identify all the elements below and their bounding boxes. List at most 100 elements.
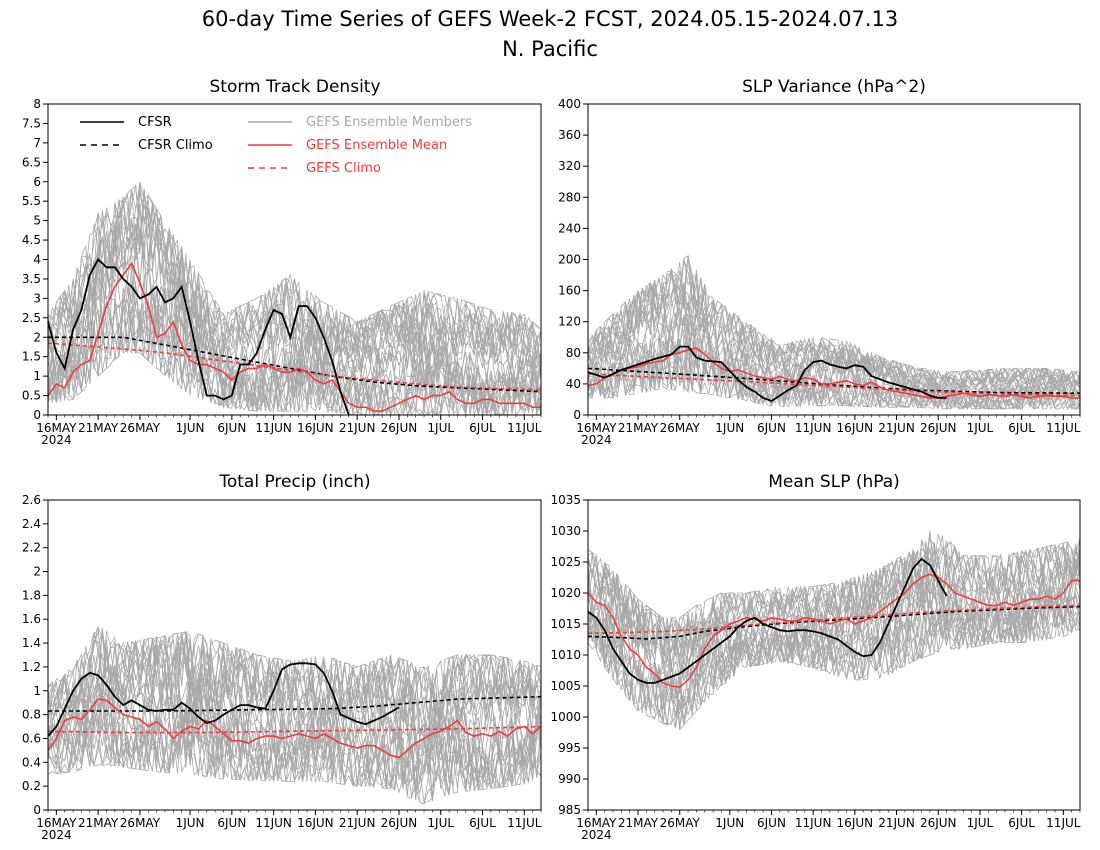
x-tick-label: 21JUN bbox=[878, 421, 915, 435]
x-tick-label: 21MAY bbox=[78, 421, 119, 435]
series-mean bbox=[47, 261, 541, 412]
x-tick-label: 16MAY bbox=[36, 421, 77, 435]
ensemble-member-line bbox=[587, 541, 1081, 685]
x-tick-label: 16MAY bbox=[36, 816, 77, 830]
x-tick-label: 26JUN bbox=[920, 816, 957, 830]
y-tick-label: 1.5 bbox=[22, 350, 41, 364]
x-tick-label: 11JUL bbox=[1046, 816, 1081, 830]
ensemble-members bbox=[587, 530, 1081, 731]
y-tick-label: 1.4 bbox=[22, 636, 41, 650]
x-tick-label: 6JUL bbox=[469, 816, 496, 830]
ensemble-member-line bbox=[587, 279, 1081, 410]
panel-slp-variance: SLP Variance (hPa^2) 0 40 80 120 160 200 240 28… bbox=[558, 77, 1081, 447]
panel-storm-track-density: Storm Track Density 0 0.5 1 1.5 2 2.5 3 3.5 4 4.5… bbox=[22, 77, 542, 447]
y-tick-label: 1010 bbox=[550, 648, 581, 662]
ensemble-member-line bbox=[587, 537, 1081, 678]
year-label: 2024 bbox=[41, 433, 72, 447]
x-tick-label: 6JUN bbox=[757, 816, 786, 830]
ensemble-member-line bbox=[587, 255, 1081, 410]
ensemble-member-line bbox=[587, 281, 1081, 411]
ensemble-members bbox=[47, 625, 542, 805]
ensemble-member-line bbox=[47, 271, 542, 416]
ensemble-member-line bbox=[587, 535, 1081, 701]
x-tick-label: 26JUN bbox=[381, 421, 418, 435]
ensemble-member-line bbox=[587, 545, 1081, 715]
y-tick-label: 1025 bbox=[550, 555, 581, 569]
x-tick-label: 26MAY bbox=[660, 816, 701, 830]
x-tick-label: 1JUN bbox=[176, 816, 205, 830]
ensemble-member-line bbox=[47, 631, 542, 784]
legend-label-cfsr-climo: CFSR Climo bbox=[138, 138, 213, 153]
y-tick-label: 400 bbox=[558, 97, 581, 111]
series-climo-gefs bbox=[587, 373, 1081, 397]
figure-title: 60-day Time Series of GEFS Week-2 FCST, … bbox=[202, 7, 899, 31]
ensemble-member-line bbox=[47, 276, 542, 415]
y-tick-label: 240 bbox=[558, 221, 581, 235]
ensemble-member-line bbox=[587, 277, 1081, 410]
legend-label-gefs-climo: GEFS Climo bbox=[306, 161, 381, 176]
series-cfsr bbox=[47, 662, 400, 737]
y-tick-label: 0.4 bbox=[22, 755, 41, 769]
year-label: 2024 bbox=[581, 828, 612, 842]
x-tick-label: 11JUL bbox=[507, 421, 542, 435]
ensemble-member-line bbox=[587, 550, 1081, 725]
y-tick-label: 0 bbox=[33, 408, 41, 422]
ensemble-member-line bbox=[47, 184, 542, 416]
x-tick-label: 6JUL bbox=[1008, 421, 1035, 435]
x-tick-label: 11JUN bbox=[795, 421, 832, 435]
panel-title: Storm Track Density bbox=[209, 77, 380, 97]
ensemble-member-line bbox=[47, 631, 542, 786]
y-tick-label: 200 bbox=[558, 253, 581, 267]
x-tick-label: 26JUN bbox=[381, 816, 418, 830]
y-tick-label: 3 bbox=[33, 291, 41, 305]
ensemble-member-line bbox=[47, 632, 542, 789]
y-tick-label: 0.6 bbox=[22, 731, 41, 745]
ensemble-members bbox=[47, 181, 542, 417]
ensemble-member-line bbox=[587, 258, 1081, 410]
series-cfsr bbox=[587, 557, 948, 684]
y-tick-label: 1000 bbox=[550, 710, 581, 724]
x-tick-label: 1JUN bbox=[715, 816, 744, 830]
x-tick-label: 1JUL bbox=[427, 816, 454, 830]
panel-title: Mean SLP (hPa) bbox=[768, 472, 900, 492]
legend-label-members: GEFS Ensemble Members bbox=[306, 115, 472, 130]
y-tick-label: 320 bbox=[558, 159, 581, 173]
y-tick-label: 6 bbox=[33, 175, 41, 189]
y-tick-label: 120 bbox=[558, 315, 581, 329]
y-tick-label: 995 bbox=[558, 741, 581, 755]
y-tick-label: 2 bbox=[33, 565, 41, 579]
legend: CFSR CFSR Climo GEFS Ensemble Members GE… bbox=[80, 115, 472, 176]
y-tick-label: 2.4 bbox=[22, 517, 41, 531]
x-tick-label: 6JUL bbox=[469, 421, 496, 435]
y-tick-label: 160 bbox=[558, 284, 581, 298]
series-mean bbox=[587, 573, 1080, 689]
panel-title: SLP Variance (hPa^2) bbox=[742, 77, 926, 97]
y-tick-label: 7 bbox=[33, 136, 41, 150]
x-tick-label: 21JUN bbox=[339, 816, 376, 830]
y-tick-label: 5 bbox=[33, 214, 41, 228]
x-tick-label: 16MAY bbox=[576, 421, 617, 435]
y-tick-label: 1020 bbox=[550, 586, 581, 600]
panel-total-precip: Total Precip (inch) 0 0.2 0.4 0.6 0.8 1 1.2 1.4… bbox=[22, 472, 542, 842]
y-tick-label: 1035 bbox=[550, 493, 581, 507]
y-tick-label: 8 bbox=[33, 97, 41, 111]
x-tick-label: 16JUN bbox=[837, 421, 874, 435]
x-tick-label: 11JUN bbox=[795, 816, 832, 830]
series-mean bbox=[47, 698, 542, 759]
ensemble-member-line bbox=[47, 646, 542, 794]
x-tick-label: 21MAY bbox=[618, 421, 659, 435]
x-tick-label: 11JUL bbox=[507, 816, 542, 830]
x-tick-label: 26MAY bbox=[660, 421, 701, 435]
ensemble-member-line bbox=[47, 207, 542, 417]
ensemble-member-line bbox=[47, 632, 542, 804]
series-climo-gefs bbox=[587, 604, 1081, 635]
x-tick-label: 11JUN bbox=[255, 816, 292, 830]
legend-label-cfsr: CFSR bbox=[138, 115, 172, 130]
y-tick-label: 80 bbox=[566, 346, 581, 360]
x-tick-label: 21JUN bbox=[339, 421, 376, 435]
y-tick-label: 2 bbox=[33, 330, 41, 344]
x-tick-label: 16JUN bbox=[297, 816, 334, 830]
x-tick-label: 1JUN bbox=[715, 421, 744, 435]
